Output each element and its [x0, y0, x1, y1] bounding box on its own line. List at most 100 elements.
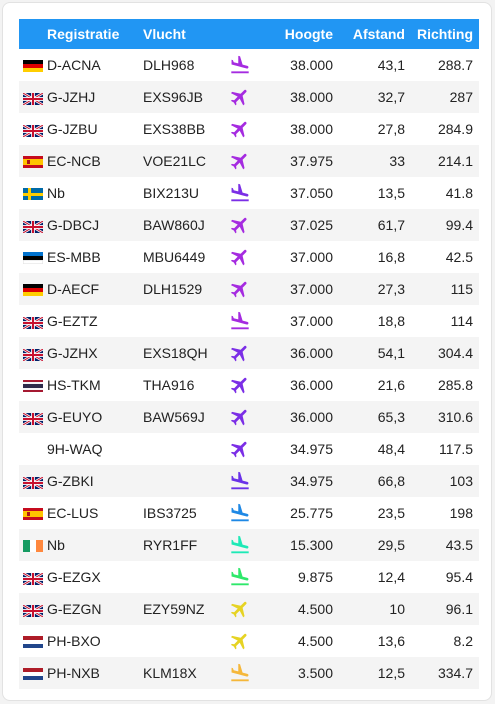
airplane-icon: [229, 630, 251, 652]
table-row[interactable]: 9H-WAQ 34.975 48,4 117.5: [19, 433, 479, 465]
flag-es-icon: [23, 508, 43, 521]
flag-cell: [19, 529, 47, 561]
table-row[interactable]: HS-TKM THA916 36.000 21,6 285.8: [19, 369, 479, 401]
table-row[interactable]: G-JZHJ EXS96JB 38.000 32,7 287: [19, 81, 479, 113]
direction-cell: 214.1: [437, 153, 473, 169]
header-flight[interactable]: Vlucht: [143, 26, 186, 42]
landing-icon: [229, 566, 251, 588]
altitude-cell: 36.000: [290, 377, 333, 393]
direction-cell: 43.5: [445, 537, 473, 553]
altitude-cell: 36.000: [290, 345, 333, 361]
flag-cell: [19, 177, 47, 209]
flag-cell: [19, 369, 47, 401]
registration-cell: PH-NXB: [47, 665, 100, 681]
landing-icon: [229, 534, 251, 556]
landing-icon: [229, 54, 251, 76]
header-altitude[interactable]: Hoogte: [284, 26, 333, 42]
header-icon: [229, 19, 267, 49]
altitude-cell: 37.000: [290, 281, 333, 297]
table-row[interactable]: G-ZBKI 34.975 66,8 103: [19, 465, 479, 497]
table-row[interactable]: G-JZBU EXS38BB 38.000 27,8 284.9: [19, 113, 479, 145]
flag-gb-icon: [22, 348, 44, 363]
distance-cell: 32,7: [377, 89, 405, 105]
table-row[interactable]: D-AECF DLH1529 37.000 27,3 115: [19, 273, 479, 305]
airplane-icon: [229, 118, 251, 140]
table-row[interactable]: G-JZHX EXS18QH 36.000 54,1 304.4: [19, 337, 479, 369]
altitude-cell: 3.500: [297, 665, 333, 681]
flag-cell: [19, 401, 47, 433]
registration-cell: ES-MBB: [47, 249, 101, 265]
direction-cell: 114: [450, 313, 473, 329]
table-row[interactable]: Nb BIX213U 37.050 13,5 41.8: [19, 177, 479, 209]
flag-cell: [19, 81, 47, 113]
direction-cell: 96.1: [445, 601, 473, 617]
header-distance[interactable]: Afstand: [352, 26, 405, 42]
direction-cell: 304.4: [437, 345, 473, 361]
flight-cell: EXS38BB: [143, 121, 206, 137]
registration-cell: G-EZGX: [47, 569, 101, 585]
altitude-cell: 37.000: [290, 249, 333, 265]
distance-cell: 27,8: [377, 121, 405, 137]
airplane-icon: [229, 278, 251, 300]
flag-cell: [19, 113, 47, 145]
flag-th-icon: [23, 380, 43, 393]
header-registration[interactable]: Registratie: [47, 26, 120, 42]
flag-gb-icon: [22, 412, 44, 427]
altitude-cell: 4.500: [297, 601, 333, 617]
table-row[interactable]: G-EZGX 9.875 12,4 95.4: [19, 561, 479, 593]
altitude-cell: 38.000: [290, 57, 333, 73]
table-row[interactable]: EC-NCB VOE21LC 37.975 33 214.1: [19, 145, 479, 177]
flight-cell: EXS96JB: [143, 89, 203, 105]
status-cell: [229, 497, 267, 529]
flight-cell: RYR1FF: [143, 537, 198, 553]
table-row[interactable]: PH-BXO 4.500 13,6 8.2: [19, 625, 479, 657]
table-row[interactable]: G-DBCJ BAW860J 37.025 61,7 99.4: [19, 209, 479, 241]
altitude-cell: 9.875: [297, 569, 333, 585]
direction-cell: 8.2: [453, 633, 473, 649]
flag-de-icon: [23, 284, 43, 297]
registration-cell: G-JZHJ: [47, 89, 96, 105]
landing-icon: [229, 182, 251, 204]
table-row[interactable]: ES-MBB MBU6449 37.000 16,8 42.5: [19, 241, 479, 273]
table-row[interactable]: D-ACNA DLH968 38.000 43,1 288.7: [19, 49, 479, 81]
status-cell: [229, 305, 267, 337]
flag-gb-icon: [22, 92, 44, 107]
distance-cell: 48,4: [377, 441, 405, 457]
distance-cell: 16,8: [377, 249, 405, 265]
flight-cell: [143, 465, 229, 497]
flag-gb-icon: [22, 572, 44, 587]
table-row[interactable]: EC-LUS IBS3725 25.775 23,5 198: [19, 497, 479, 529]
flight-cell: MBU6449: [143, 249, 206, 265]
table-row[interactable]: Nb RYR1FF 15.300 29,5 43.5: [19, 529, 479, 561]
altitude-cell: 34.975: [290, 441, 333, 457]
distance-cell: 54,1: [377, 345, 405, 361]
airplane-icon: [229, 86, 251, 108]
distance-cell: 65,3: [377, 409, 405, 425]
table-row[interactable]: G-EZGN EZY59NZ 4.500 10 96.1: [19, 593, 479, 625]
table-row[interactable]: G-EZTZ 37.000 18,8 114: [19, 305, 479, 337]
status-cell: [229, 657, 267, 689]
status-cell: [229, 145, 267, 177]
flag-gb-icon: [22, 604, 44, 619]
registration-cell: G-ZBKI: [47, 473, 94, 489]
flight-cell: BAW569J: [143, 409, 205, 425]
status-cell: [229, 593, 267, 625]
direction-cell: 99.4: [445, 217, 473, 233]
flag-gb-icon: [22, 476, 44, 491]
airplane-icon: [229, 406, 251, 428]
distance-cell: 29,5: [377, 537, 405, 553]
flag-cell: [19, 657, 47, 689]
flight-cell: [143, 305, 229, 337]
flag-cell: [19, 593, 47, 625]
header-direction[interactable]: Richting: [417, 26, 473, 42]
table-header: Registratie Vlucht Hoogte Afstand Richti…: [19, 19, 479, 49]
direction-cell: 334.7: [437, 665, 473, 681]
flag-cell: [19, 273, 47, 305]
table-row[interactable]: PH-NXB KLM18X 3.500 12,5 334.7: [19, 657, 479, 689]
flight-cell: BAW860J: [143, 217, 205, 233]
flag-cell: [19, 241, 47, 273]
flag-ee-icon: [23, 252, 43, 265]
flag-cell: [19, 209, 47, 241]
table-row[interactable]: G-EUYO BAW569J 36.000 65,3 310.6: [19, 401, 479, 433]
